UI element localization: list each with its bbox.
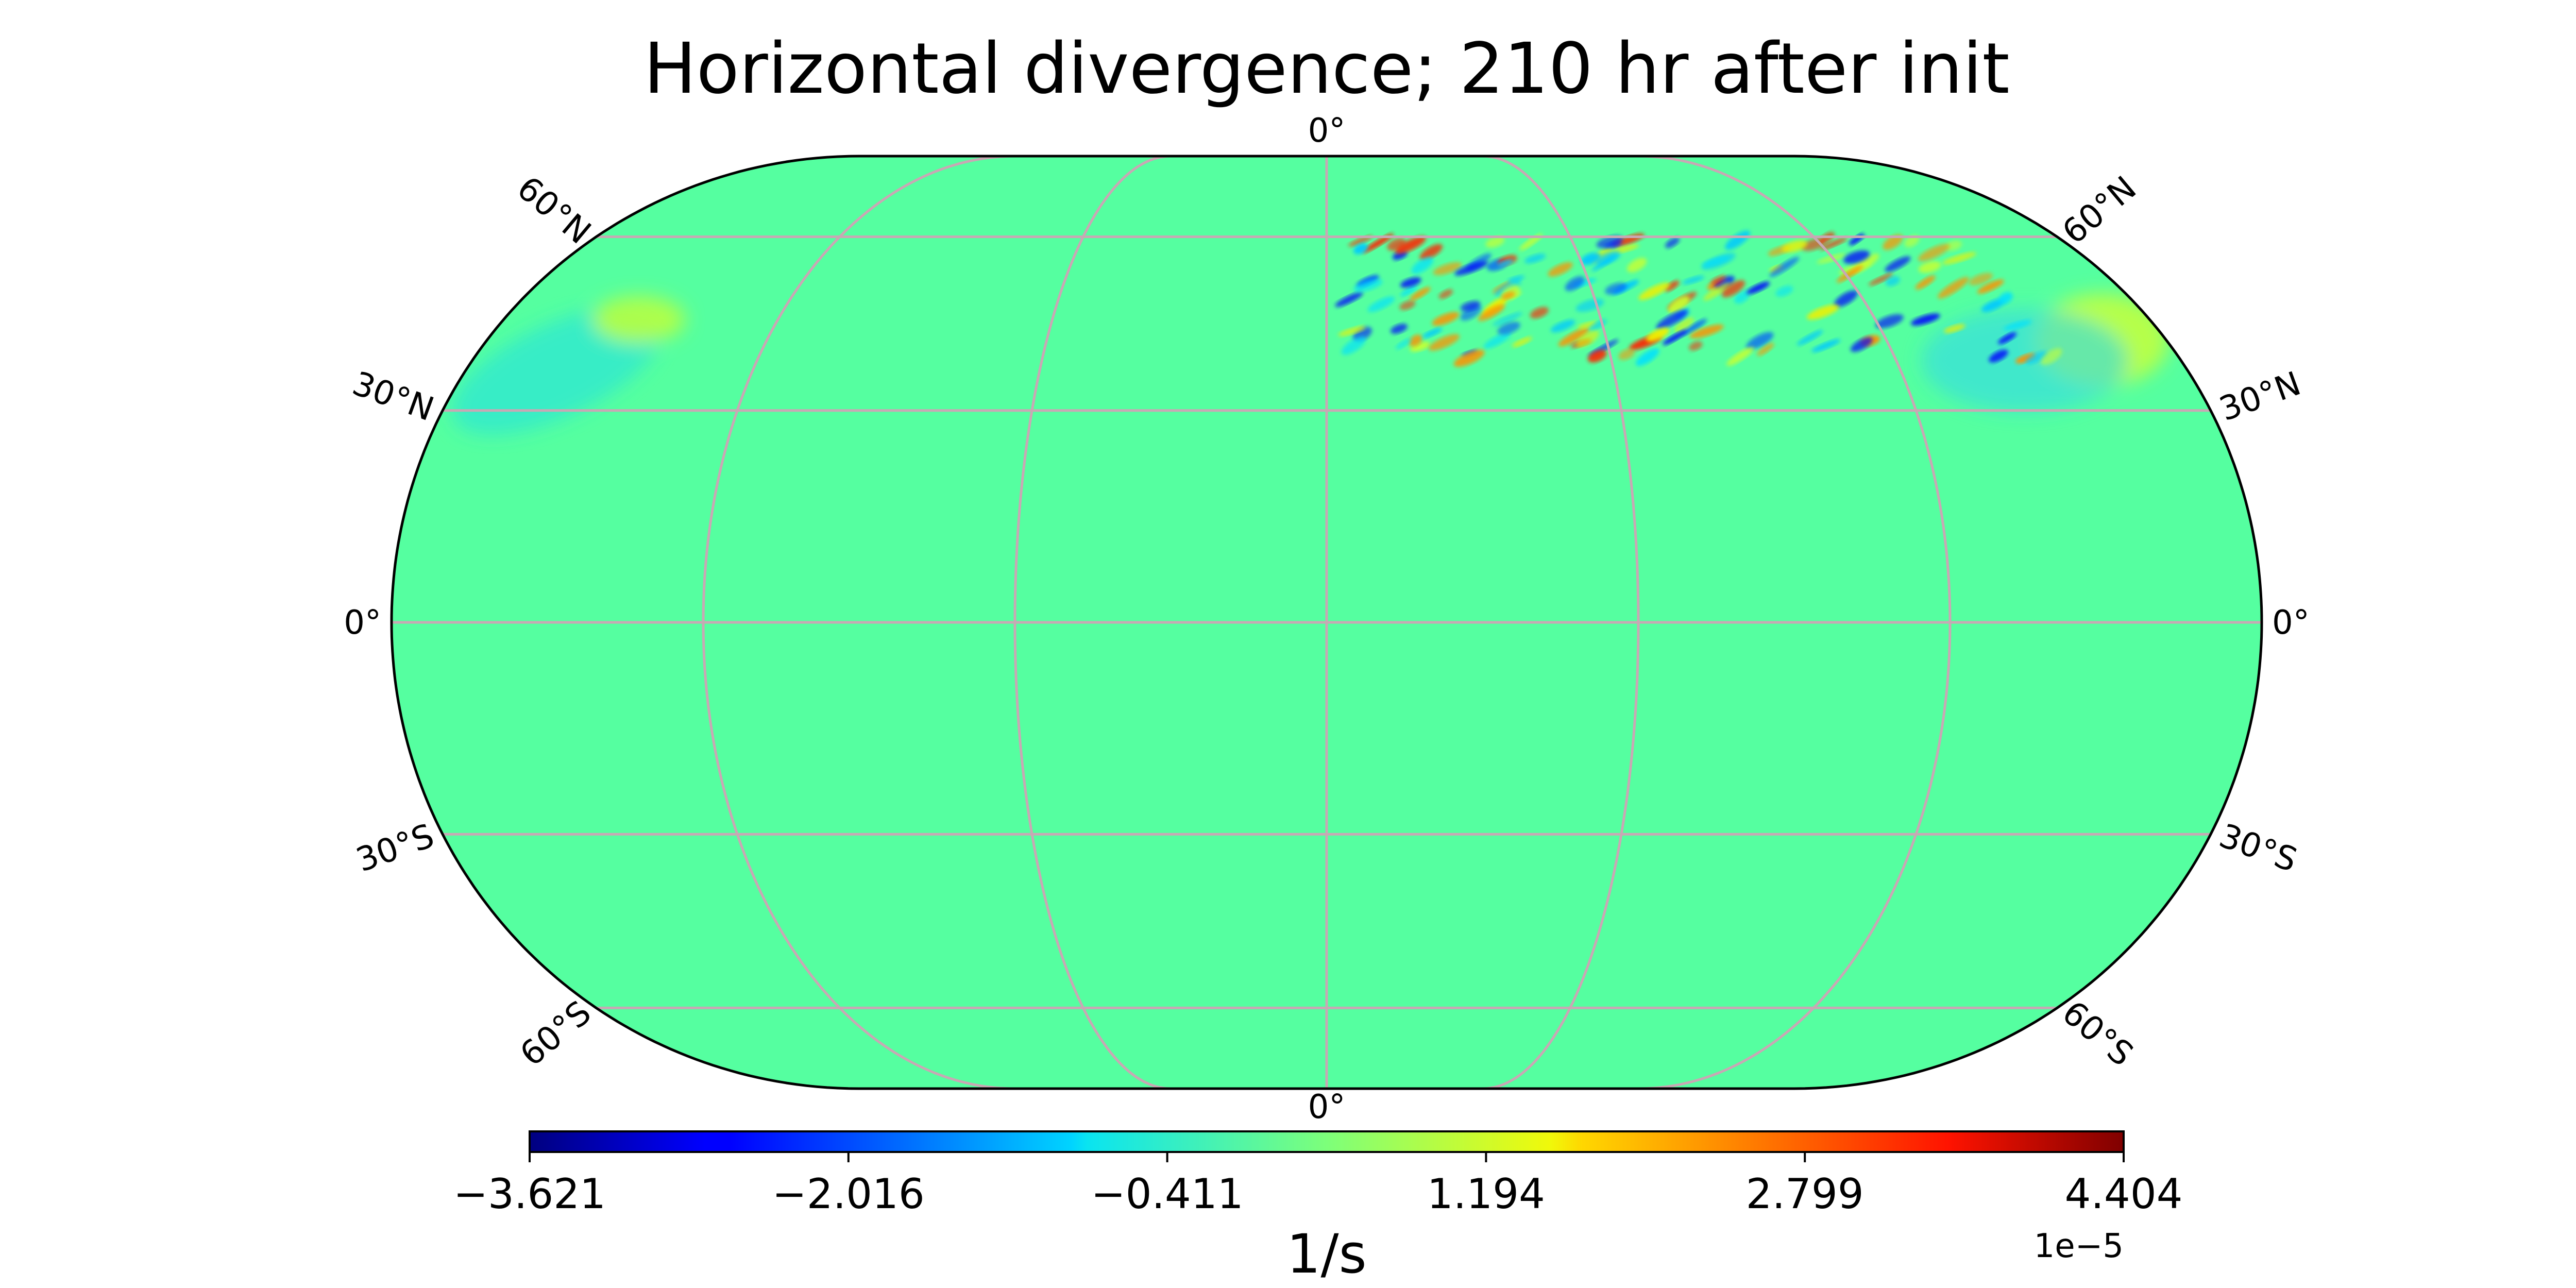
parallel-label: 30°S [2214,817,2302,879]
colorbar-ticks: −3.621 −2.016 −0.411 1.194 2.799 4.404 [453,1152,2183,1218]
parallel-label: 60°S [2055,994,2140,1074]
field-background [392,156,2262,1089]
parallel-label: 0° [344,604,381,642]
colorbar-gradient [529,1130,2125,1153]
parallel-label: 30°N [348,365,439,429]
map-outline [390,155,2263,1090]
meridian-label-top: 0° [1308,112,1346,150]
colorbar-tick-label: −2.016 [772,1170,925,1218]
colorbar-tick-label: −3.621 [453,1170,606,1218]
parallel-label: 60°S [513,994,599,1074]
colorbar-tick-label: 1.194 [1427,1170,1545,1218]
colorbar-tick-label: 2.799 [1746,1170,1864,1218]
map-field [392,156,2262,1089]
graticule [392,155,2262,1090]
meridian-label-bottom: 0° [1308,1088,1346,1126]
parallel-label: 60°N [2056,169,2144,251]
colorbar-tick-label: −0.411 [1091,1170,1244,1218]
map-title: Horizontal divergence; 210 hr after init [643,28,2009,110]
parallel-label: 0° [2272,604,2310,642]
parallel-label: 30°N [2215,365,2306,429]
anomaly-northwest [452,296,685,435]
colorbar-exponent-label: 1e−5 [2034,1227,2124,1265]
parallel-label: 60°N [510,169,598,251]
parallel-label: 30°S [351,817,439,879]
colorbar-tick-label: 4.404 [2064,1170,2182,1218]
colorbar: −3.621 −2.016 −0.411 1.194 2.799 4.404 1/s 1e… [453,1130,2183,1285]
wave-train [1335,230,2062,367]
colorbar-unit-label: 1/s [1286,1223,1366,1285]
